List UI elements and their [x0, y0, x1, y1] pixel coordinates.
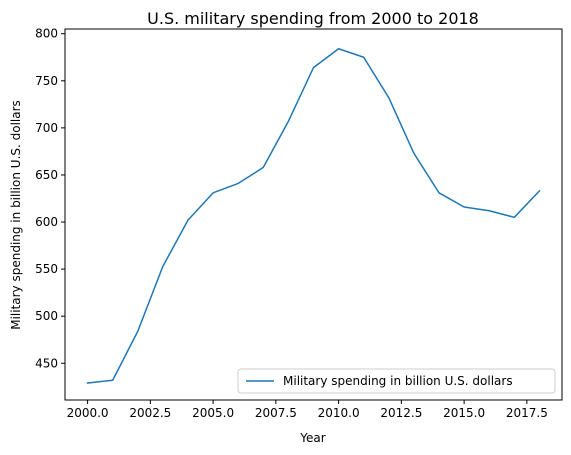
y-tick-label: 800: [35, 27, 58, 41]
y-tick-label: 500: [35, 309, 58, 323]
x-tick-label: 2010.0: [318, 406, 360, 420]
y-tick-label: 600: [35, 215, 58, 229]
x-tick-label: 2005.0: [192, 406, 234, 420]
y-tick-label: 550: [35, 262, 58, 276]
legend-entry: Military spending in billion U.S. dollar…: [283, 374, 513, 388]
x-tick-label: 2017.5: [506, 406, 548, 420]
plot-area: 2000.0 2002.5 2005.0 2007.5 2010.0 2012.5 2015…: [35, 27, 548, 420]
x-tick-label: 2000.0: [67, 406, 109, 420]
x-tick-label: 2012.5: [380, 406, 422, 420]
x-tick-label: 2007.5: [255, 406, 297, 420]
x-tick-label: 2002.5: [129, 406, 171, 420]
series-line: [86, 48, 541, 384]
y-tick-label: 650: [35, 168, 58, 182]
legend: Military spending in billion U.S. dollar…: [237, 368, 556, 394]
y-tick-label: 700: [35, 121, 58, 135]
legend-box: [237, 368, 556, 394]
y-tick-label: 450: [35, 356, 58, 370]
y-axis-label: Military spending in billion U.S. dollar…: [9, 100, 23, 330]
x-axis-label: Year: [299, 431, 325, 445]
y-tick-label: 750: [35, 74, 58, 88]
chart-title: U.S. military spending from 2000 to 2018: [147, 9, 479, 28]
x-tick-label: 2015.0: [443, 406, 485, 420]
plot-frame: [64, 28, 563, 401]
